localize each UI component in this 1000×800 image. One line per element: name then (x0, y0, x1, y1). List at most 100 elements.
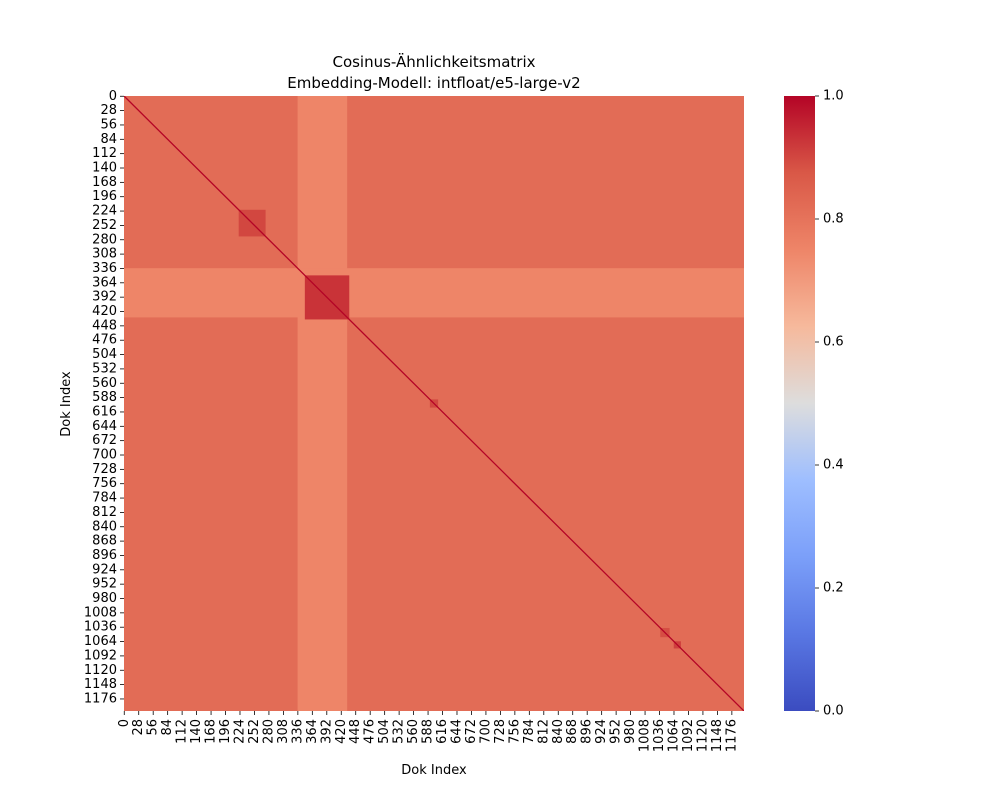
y-tick-label: 112 (92, 146, 117, 161)
low-similarity-band-vertical (297, 96, 348, 711)
y-tick-label: 0 (109, 89, 117, 104)
x-tick-label: 1120 (695, 719, 710, 752)
y-tick-label: 196 (92, 189, 117, 204)
colorbar-ticks: 0.0 0.2 0.4 0.6 0.8 1.0 (815, 89, 844, 719)
y-tick-label: 140 (92, 161, 117, 176)
x-tick-label: 868 (565, 719, 580, 744)
x-tick-label: 588 (421, 719, 436, 744)
x-tick-label: 56 (146, 719, 161, 736)
colorbar-tick-label: 1.0 (823, 89, 844, 104)
x-tick-label: 784 (522, 719, 537, 744)
y-tick-label: 1092 (84, 648, 117, 663)
x-axis-label: Dok Index (401, 763, 467, 778)
colorbar (784, 96, 815, 711)
y-tick-label: 1148 (84, 677, 117, 692)
x-tick-label: 616 (435, 719, 450, 744)
x-tick-label: 196 (218, 719, 233, 744)
y-tick-label: 840 (92, 519, 117, 534)
x-tick-label: 224 (232, 719, 247, 744)
heatmap-cells (124, 96, 744, 711)
x-tick-label: 392 (319, 719, 334, 744)
y-tick-label: 224 (92, 204, 117, 219)
similarity-diagonal (124, 96, 744, 711)
x-tick-label: 1064 (666, 719, 681, 752)
y-tick-label: 868 (92, 534, 117, 549)
chart-subtitle: Embedding-Modell: intfloat/e5-large-v2 (287, 74, 580, 92)
x-tick-label: 952 (609, 719, 624, 744)
x-tick-label: 1092 (681, 719, 696, 752)
x-tick-label: 1148 (710, 719, 725, 752)
y-tick-label: 952 (92, 577, 117, 592)
x-tick-label: 140 (189, 719, 204, 744)
y-tick-label: 392 (92, 290, 117, 305)
colorbar-tick-label: 0.8 (823, 212, 844, 227)
y-tick-label: 504 (92, 347, 117, 362)
colorbar-tick-label: 0.2 (823, 581, 844, 596)
y-tick-label: 364 (92, 275, 117, 290)
y-tick-label: 812 (92, 505, 117, 520)
y-axis-label: Dok Index (59, 371, 74, 437)
x-tick-label: 1036 (652, 719, 667, 752)
y-tick-label: 616 (92, 404, 117, 419)
x-tick-label: 644 (449, 719, 464, 744)
y-tick-label: 336 (92, 261, 117, 276)
y-tick-label: 420 (92, 304, 117, 319)
x-tick-label: 980 (623, 719, 638, 744)
y-tick-label: 672 (92, 433, 117, 448)
colorbar-tick-label: 0.4 (823, 458, 844, 473)
y-tick-label: 168 (92, 175, 117, 190)
chart-title: Cosinus-Ähnlichkeitsmatrix (332, 52, 535, 71)
colorbar-tick-label: 0.6 (823, 335, 844, 350)
x-tick-label: 504 (377, 719, 392, 744)
x-tick-label: 252 (247, 719, 262, 744)
y-tick-label: 924 (92, 562, 117, 577)
y-tick-label: 448 (92, 318, 117, 333)
y-tick-label: 980 (92, 591, 117, 606)
x-tick-label: 728 (493, 719, 508, 744)
x-tick-label: 168 (204, 719, 219, 744)
low-similarity-band-horizontal (124, 268, 744, 318)
x-tick-label: 112 (175, 719, 190, 744)
x-tick-label: 1176 (724, 719, 739, 752)
y-tick-label: 252 (92, 218, 117, 233)
x-tick-label: 420 (334, 719, 349, 744)
x-tick-label: 560 (406, 719, 421, 744)
y-tick-label: 308 (92, 247, 117, 262)
y-tick-label: 588 (92, 390, 117, 405)
y-tick-label: 1064 (84, 634, 117, 649)
x-tick-label: 532 (392, 719, 407, 744)
x-tick-label: 0 (117, 719, 132, 727)
y-tick-label: 1036 (84, 620, 117, 635)
y-tick-label: 756 (92, 476, 117, 491)
x-tick-label: 448 (348, 719, 363, 744)
y-tick-label: 1008 (84, 605, 117, 620)
y-tick-label: 28 (100, 103, 117, 118)
x-tick-label: 28 (131, 719, 146, 736)
x-tick-label: 476 (363, 719, 378, 744)
y-tick-label: 476 (92, 333, 117, 348)
x-tick-label: 336 (290, 719, 305, 744)
y-tick-label: 784 (92, 491, 117, 506)
y-tick-label: 84 (100, 132, 117, 147)
x-tick-label: 812 (536, 719, 551, 744)
y-tick-label: 700 (92, 448, 117, 463)
x-tick-label: 756 (507, 719, 522, 744)
y-axis-ticks: 0285684112140168196224252280308336364392… (84, 89, 124, 706)
x-tick-label: 924 (594, 719, 609, 744)
y-tick-label: 1176 (84, 691, 117, 706)
y-tick-label: 560 (92, 376, 117, 391)
y-tick-label: 1120 (84, 663, 117, 678)
y-tick-label: 728 (92, 462, 117, 477)
x-axis-ticks: 0 28 56 84 112 140 168 196 224 252 280 308 336 364 392… (117, 711, 739, 752)
y-tick-label: 644 (92, 419, 117, 434)
x-tick-label: 364 (305, 719, 320, 744)
x-tick-label: 700 (478, 719, 493, 744)
y-tick-label: 532 (92, 361, 117, 376)
x-tick-label: 672 (464, 719, 479, 744)
x-tick-label: 84 (160, 719, 175, 736)
y-tick-label: 280 (92, 232, 117, 247)
x-tick-label: 896 (580, 719, 595, 744)
x-tick-label: 280 (261, 719, 276, 744)
x-tick-label: 1008 (638, 719, 653, 752)
